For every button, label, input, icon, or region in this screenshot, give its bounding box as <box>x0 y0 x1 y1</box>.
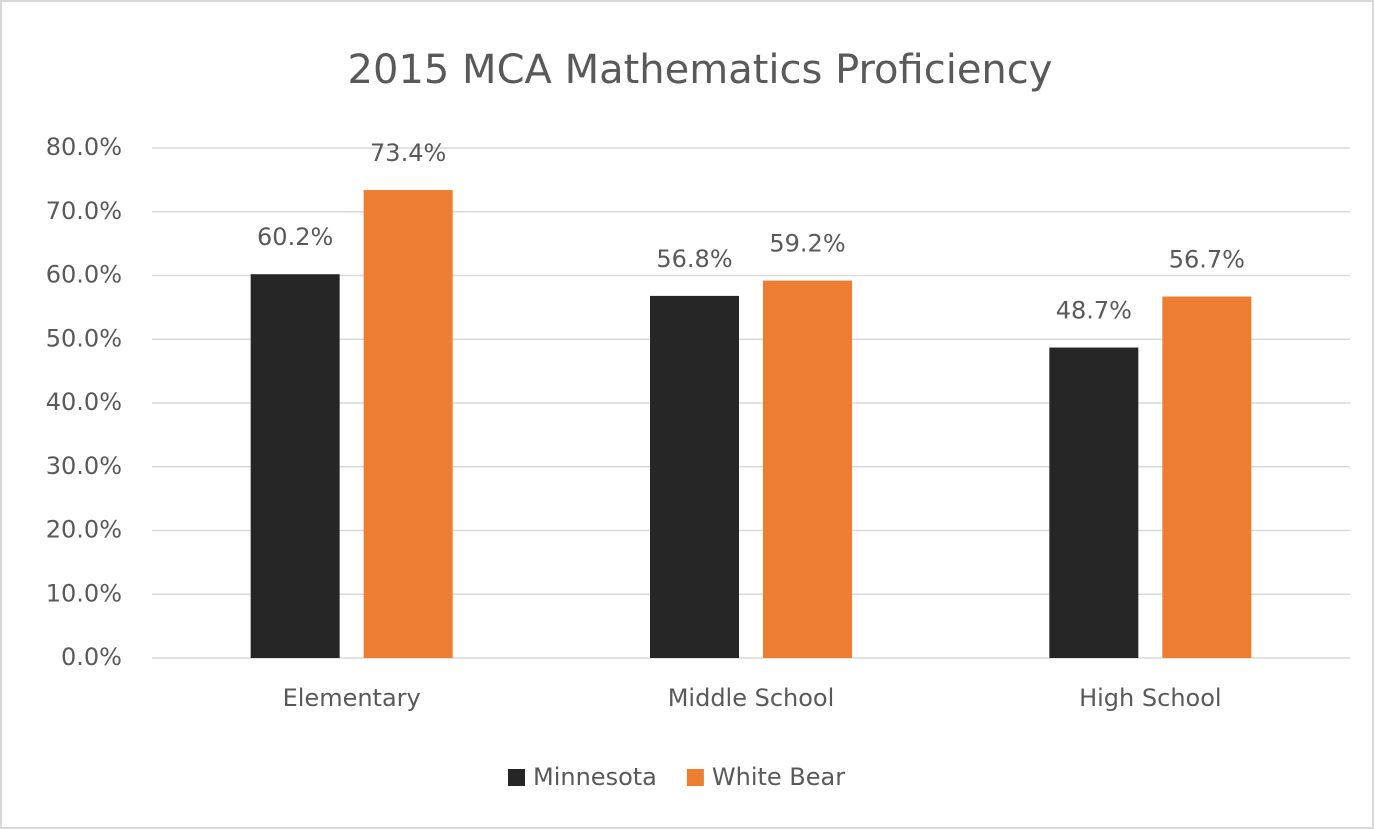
legend-label: Minnesota <box>533 763 657 791</box>
legend-label: White Bear <box>712 763 845 791</box>
data-label: 73.4% <box>370 139 446 167</box>
bar <box>650 295 739 658</box>
legend-swatch <box>508 769 525 786</box>
y-tick-label: 0.0% <box>61 643 122 671</box>
data-label: 56.7% <box>1169 246 1245 274</box>
x-tick-label: Elementary <box>283 684 421 712</box>
y-tick-label: 30.0% <box>46 452 122 480</box>
chart-title: 2015 MCA Mathematics Proficiency <box>348 47 1053 93</box>
bar <box>763 280 852 658</box>
legend-swatch <box>686 769 704 786</box>
data-label: 56.8% <box>656 245 732 273</box>
data-label: 60.2% <box>257 223 333 251</box>
data-label: 59.2% <box>769 230 845 258</box>
bar <box>363 190 453 658</box>
y-tick-label: 20.0% <box>46 516 122 544</box>
y-tick-label: 80.0% <box>46 133 122 161</box>
x-tick-label: Middle School <box>668 684 835 712</box>
bar <box>250 274 340 658</box>
data-label: 48.7% <box>1056 297 1132 325</box>
bar <box>1162 296 1252 658</box>
y-tick-label: 40.0% <box>46 388 122 416</box>
y-tick-label: 10.0% <box>46 579 122 607</box>
y-tick-label: 70.0% <box>46 197 122 225</box>
bar <box>1049 347 1139 658</box>
y-tick-label: 50.0% <box>46 324 122 352</box>
x-tick-label: High School <box>1079 684 1221 712</box>
y-tick-label: 60.0% <box>46 261 122 289</box>
